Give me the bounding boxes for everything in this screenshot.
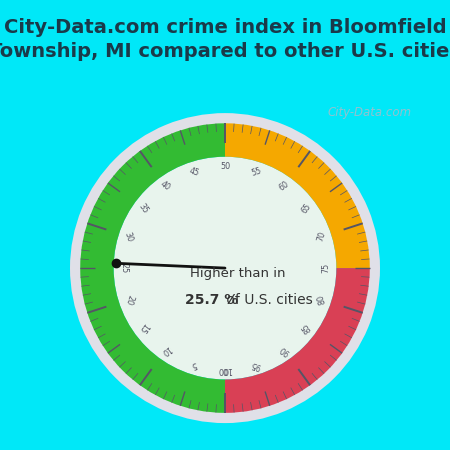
Text: 25.7 %: 25.7 % — [185, 292, 238, 306]
Text: 30: 30 — [123, 231, 135, 243]
Text: City-Data.com crime index in Bloomfield
Township, MI compared to other U.S. citi: City-Data.com crime index in Bloomfield … — [0, 18, 450, 61]
Text: 40: 40 — [159, 180, 172, 193]
Text: 75: 75 — [322, 263, 331, 273]
Text: 70: 70 — [315, 230, 327, 243]
Text: 85: 85 — [300, 321, 314, 334]
Text: 20: 20 — [123, 293, 135, 306]
Circle shape — [113, 157, 337, 379]
Text: Higher than in: Higher than in — [190, 267, 286, 280]
Text: 0: 0 — [222, 365, 228, 374]
Text: 90: 90 — [278, 343, 291, 356]
Wedge shape — [70, 113, 380, 423]
Text: 80: 80 — [315, 293, 327, 306]
Text: 10: 10 — [159, 343, 172, 356]
Text: 5: 5 — [190, 359, 198, 369]
Wedge shape — [225, 268, 370, 413]
Text: 55: 55 — [250, 166, 262, 178]
Text: 15: 15 — [136, 321, 150, 334]
Text: 35: 35 — [136, 202, 150, 216]
Text: of U.S. cities: of U.S. cities — [222, 292, 313, 306]
Text: 100: 100 — [217, 365, 233, 374]
Text: 65: 65 — [300, 202, 314, 216]
Wedge shape — [80, 123, 225, 413]
Text: 45: 45 — [188, 166, 200, 178]
Text: City-Data.com: City-Data.com — [327, 106, 411, 119]
Text: 50: 50 — [220, 162, 230, 171]
Text: 25: 25 — [119, 263, 128, 273]
Text: 95: 95 — [250, 359, 262, 370]
Wedge shape — [225, 123, 370, 268]
Text: 60: 60 — [278, 180, 291, 193]
